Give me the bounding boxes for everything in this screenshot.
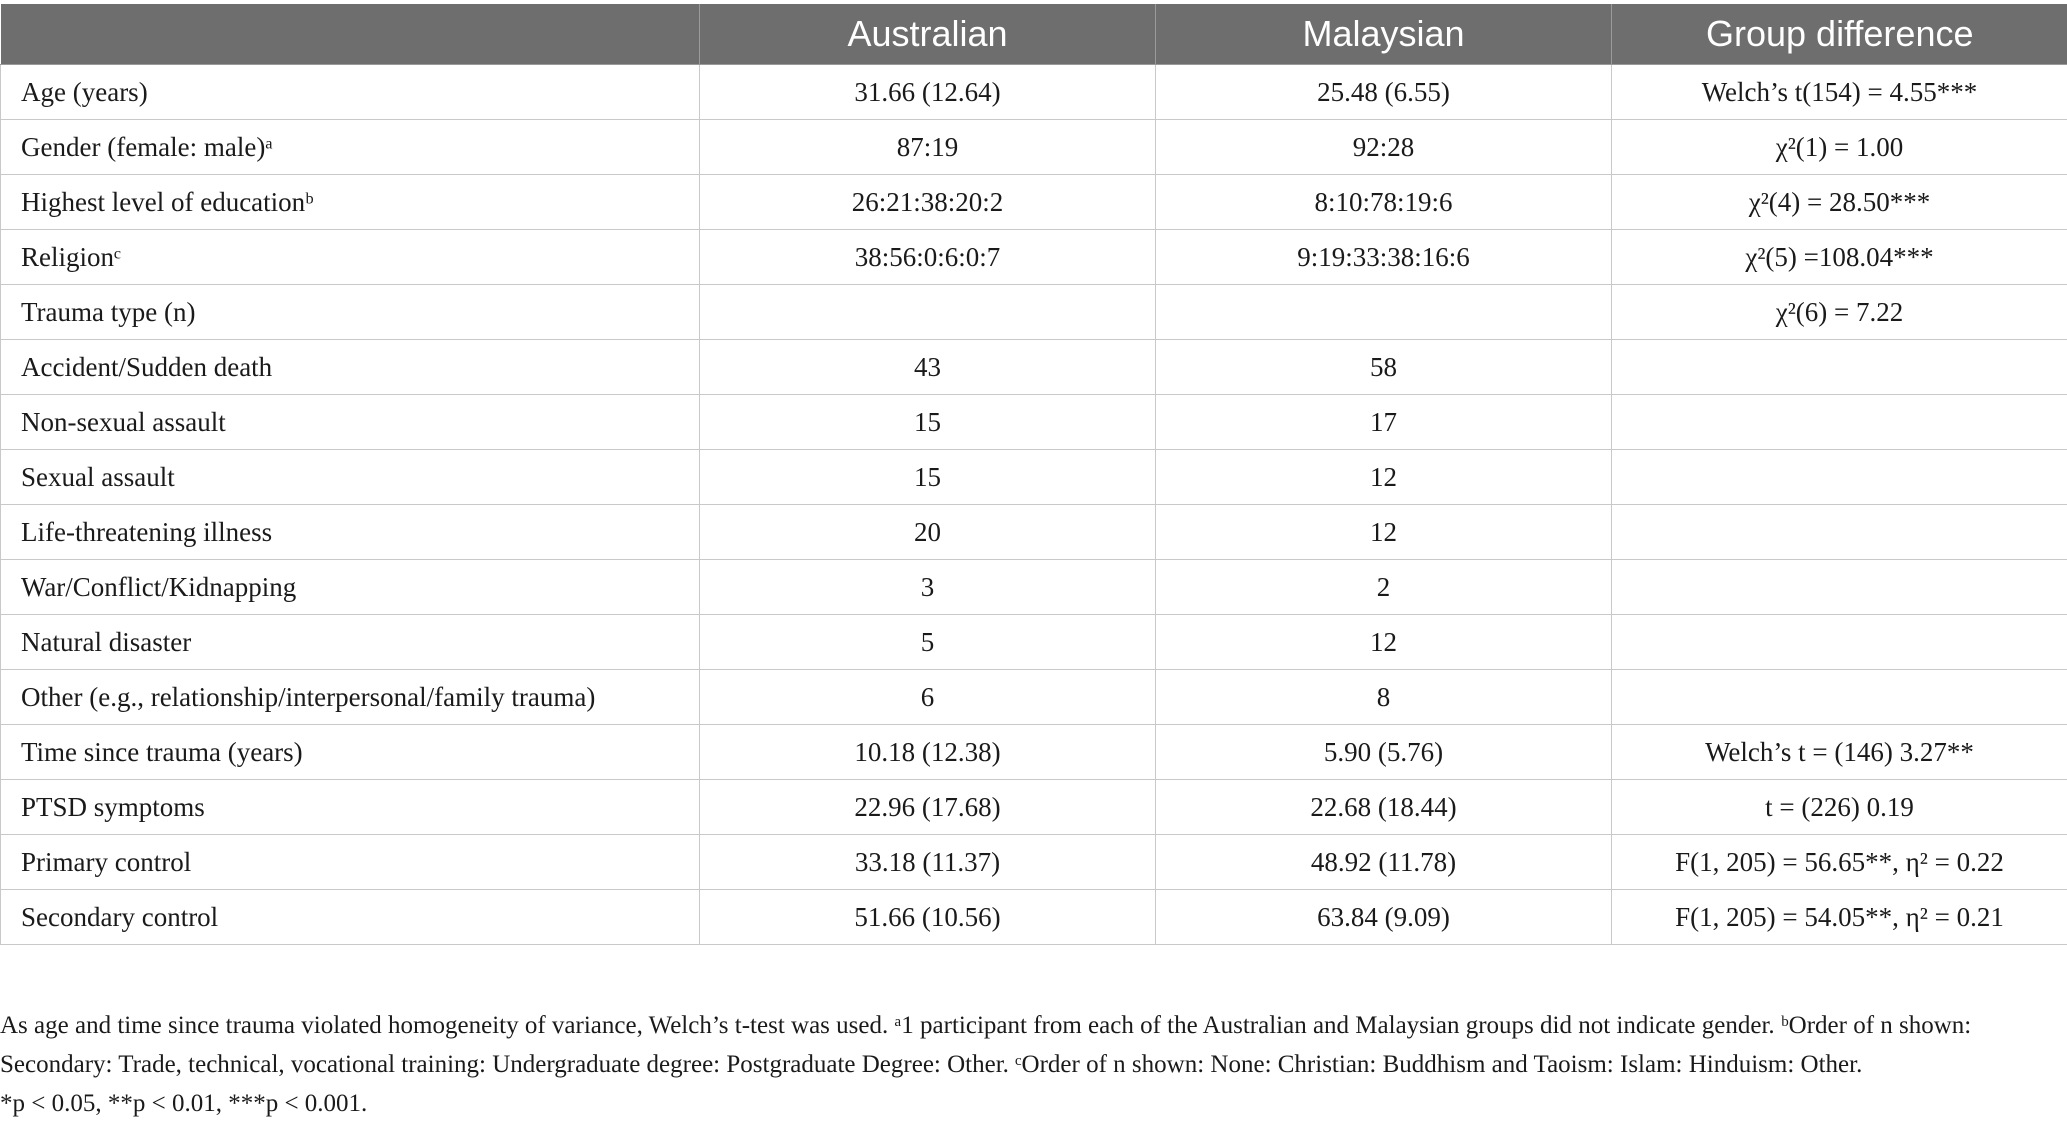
malaysian-cell: 92:28	[1155, 119, 1612, 175]
table-footnotes: As age and time since trauma violated ho…	[0, 1006, 2067, 1123]
table-row: PTSD symptoms 22.96 (17.68) 22.68 (18.44…	[0, 779, 2067, 835]
group-difference-cell	[1611, 449, 2067, 505]
row-label: Gender (female: male)ᵃ	[0, 119, 700, 175]
group-difference-cell	[1611, 504, 2067, 560]
row-label: PTSD symptoms	[0, 779, 700, 835]
table-row: Highest level of educationᵇ 26:21:38:20:…	[0, 174, 2067, 230]
malaysian-cell: 8:10:78:19:6	[1155, 174, 1612, 230]
australian-cell: 38:56:0:6:0:7	[699, 229, 1156, 285]
malaysian-cell: 58	[1155, 339, 1612, 395]
group-difference-cell: F(1, 205) = 54.05**, η² = 0.21	[1611, 889, 2067, 945]
australian-cell: 3	[699, 559, 1156, 615]
group-difference-cell: F(1, 205) = 56.65**, η² = 0.22	[1611, 834, 2067, 890]
table-row: Accident/Sudden death 43 58	[0, 339, 2067, 395]
table-row: War/Conflict/Kidnapping 3 2	[0, 559, 2067, 615]
malaysian-cell: 17	[1155, 394, 1612, 450]
australian-cell: 6	[699, 669, 1156, 725]
footnote-line: As age and time since trauma violated ho…	[0, 1012, 1972, 1039]
row-label: Non-sexual assault	[0, 394, 700, 450]
table-row: Life-threatening illness 20 12	[0, 504, 2067, 560]
group-difference-cell: χ²(6) = 7.22	[1611, 284, 2067, 340]
group-difference-cell: χ²(5) =108.04***	[1611, 229, 2067, 285]
table-row: Non-sexual assault 15 17	[0, 394, 2067, 450]
group-difference-cell	[1611, 394, 2067, 450]
row-label: Primary control	[0, 834, 700, 890]
australian-cell: 33.18 (11.37)	[699, 834, 1156, 890]
table-row: Other (e.g., relationship/interpersonal/…	[0, 669, 2067, 725]
australian-cell: 5	[699, 614, 1156, 670]
group-difference-cell: χ²(1) = 1.00	[1611, 119, 2067, 175]
row-label: Accident/Sudden death	[0, 339, 700, 395]
australian-cell: 15	[699, 449, 1156, 505]
group-difference-cell	[1611, 559, 2067, 615]
table-row: Age (years) 31.66 (12.64) 25.48 (6.55) W…	[0, 64, 2067, 120]
table-row: Gender (female: male)ᵃ 87:19 92:28 χ²(1)…	[0, 119, 2067, 175]
row-label: Life-threatening illness	[0, 504, 700, 560]
australian-cell	[699, 284, 1156, 340]
row-label: Highest level of educationᵇ	[0, 174, 700, 230]
group-difference-cell: Welch’s t = (146) 3.27**	[1611, 724, 2067, 780]
malaysian-cell: 22.68 (18.44)	[1155, 779, 1612, 835]
malaysian-cell	[1155, 284, 1612, 340]
group-difference-cell: χ²(4) = 28.50***	[1611, 174, 2067, 230]
australian-cell: 22.96 (17.68)	[699, 779, 1156, 835]
malaysian-cell: 5.90 (5.76)	[1155, 724, 1612, 780]
table-row: Time since trauma (years) 10.18 (12.38) …	[0, 724, 2067, 780]
row-label: Secondary control	[0, 889, 700, 945]
table-row: Primary control 33.18 (11.37) 48.92 (11.…	[0, 834, 2067, 890]
row-label: Natural disaster	[0, 614, 700, 670]
australian-cell: 20	[699, 504, 1156, 560]
australian-cell: 31.66 (12.64)	[699, 64, 1156, 120]
malaysian-cell: 2	[1155, 559, 1612, 615]
significance-legend: *p < 0.05, **p < 0.01, ***p < 0.001.	[0, 1090, 368, 1117]
row-label: Time since trauma (years)	[0, 724, 700, 780]
header-malaysian: Malaysian	[1155, 4, 1612, 65]
australian-cell: 10.18 (12.38)	[699, 724, 1156, 780]
malaysian-cell: 48.92 (11.78)	[1155, 834, 1612, 890]
australian-cell: 26:21:38:20:2	[699, 174, 1156, 230]
australian-cell: 15	[699, 394, 1156, 450]
demographics-table: Australian Malaysian Group difference Ag…	[0, 4, 2067, 945]
australian-cell: 87:19	[699, 119, 1156, 175]
group-difference-cell: t = (226) 0.19	[1611, 779, 2067, 835]
malaysian-cell: 8	[1155, 669, 1612, 725]
header-group-difference: Group difference	[1611, 4, 2067, 65]
group-difference-cell: Welch’s t(154) = 4.55***	[1611, 64, 2067, 120]
australian-cell: 43	[699, 339, 1156, 395]
row-label: Trauma type (n)	[0, 284, 700, 340]
table-row: Secondary control 51.66 (10.56) 63.84 (9…	[0, 889, 2067, 945]
group-difference-cell	[1611, 339, 2067, 395]
row-label: War/Conflict/Kidnapping	[0, 559, 700, 615]
malaysian-cell: 9:19:33:38:16:6	[1155, 229, 1612, 285]
group-difference-cell	[1611, 669, 2067, 725]
malaysian-cell: 25.48 (6.55)	[1155, 64, 1612, 120]
group-difference-cell	[1611, 614, 2067, 670]
table-row: Natural disaster 5 12	[0, 614, 2067, 670]
malaysian-cell: 12	[1155, 614, 1612, 670]
malaysian-cell: 63.84 (9.09)	[1155, 889, 1612, 945]
malaysian-cell: 12	[1155, 449, 1612, 505]
footnote-line: Secondary: Trade, technical, vocational …	[0, 1051, 1863, 1078]
table-row: Sexual assault 15 12	[0, 449, 2067, 505]
malaysian-cell: 12	[1155, 504, 1612, 560]
table-header-row: Australian Malaysian Group difference	[0, 4, 2067, 65]
row-label: Other (e.g., relationship/interpersonal/…	[0, 669, 700, 725]
row-label: Religionᶜ	[0, 229, 700, 285]
australian-cell: 51.66 (10.56)	[699, 889, 1156, 945]
table-row: Religionᶜ 38:56:0:6:0:7 9:19:33:38:16:6 …	[0, 229, 2067, 285]
header-australian: Australian	[699, 4, 1156, 65]
row-label: Age (years)	[0, 64, 700, 120]
header-label-column	[0, 4, 700, 65]
row-label: Sexual assault	[0, 449, 700, 505]
table-row: Trauma type (n) χ²(6) = 7.22	[0, 284, 2067, 340]
